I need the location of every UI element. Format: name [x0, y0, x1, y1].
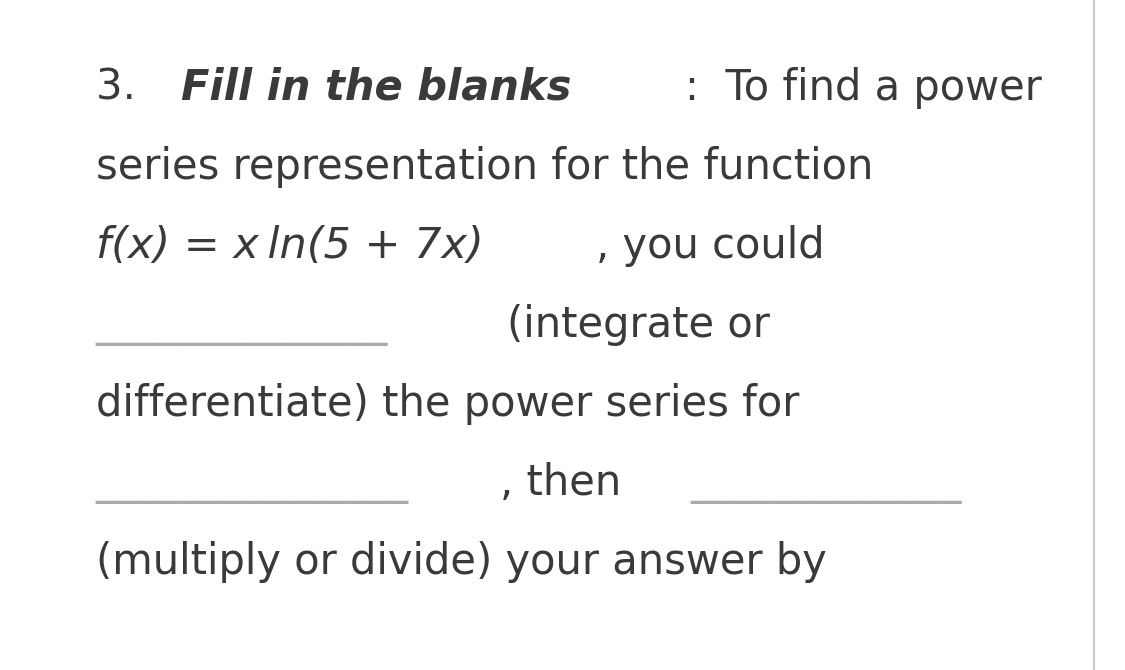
Text: _____________: _____________ — [691, 462, 962, 505]
Text: ______________: ______________ — [96, 304, 414, 346]
Text: (integrate or: (integrate or — [507, 304, 770, 346]
Text: _______: _______ — [96, 660, 242, 670]
Text: :  To find a power: : To find a power — [685, 67, 1042, 109]
Text: f(x) = x ln(5 + 7x): f(x) = x ln(5 + 7x) — [96, 225, 484, 267]
Text: series representation for the function: series representation for the function — [96, 146, 873, 188]
Text: Fill in the blanks: Fill in the blanks — [181, 67, 572, 109]
Text: _______________: _______________ — [96, 462, 408, 505]
Text: (multiply or divide) your answer by: (multiply or divide) your answer by — [96, 541, 827, 584]
Text: differentiate) the power series for: differentiate) the power series for — [96, 383, 799, 425]
Text: , then: , then — [500, 462, 647, 505]
Text: , you could: , you could — [596, 225, 825, 267]
Text: .: . — [285, 660, 297, 670]
Text: 3.: 3. — [96, 67, 162, 109]
